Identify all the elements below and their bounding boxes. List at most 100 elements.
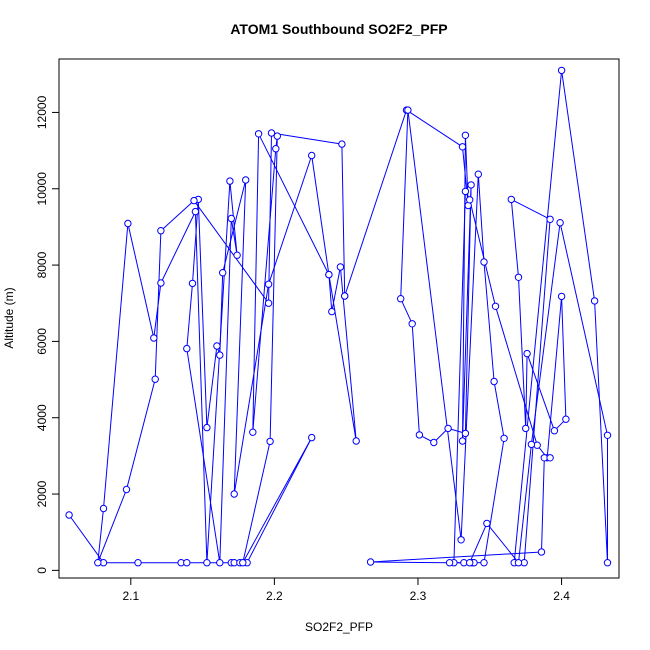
series-segment	[258, 133, 330, 275]
data-point	[546, 454, 554, 462]
series-segment	[154, 230, 162, 380]
series-segment	[518, 444, 532, 563]
data-point	[408, 320, 416, 328]
series-segment	[233, 284, 270, 495]
data-point	[336, 263, 345, 271]
data-point	[213, 342, 221, 350]
data-point	[338, 140, 346, 148]
data-point	[264, 280, 273, 288]
series-segment	[242, 441, 271, 563]
series-segment	[268, 132, 272, 304]
data-point	[404, 106, 412, 114]
data-point	[99, 504, 108, 513]
data-point	[203, 559, 211, 567]
series-segment	[341, 144, 346, 297]
data-point	[134, 559, 142, 567]
data-point	[183, 559, 191, 567]
data-point	[219, 269, 227, 277]
series-segment	[469, 523, 488, 563]
data-point	[461, 187, 470, 196]
data-point	[466, 196, 474, 204]
y-tick-label: 4000	[35, 404, 49, 431]
data-point	[191, 207, 200, 216]
series-segment	[97, 508, 104, 563]
series-segment	[370, 561, 450, 564]
data-point	[474, 170, 482, 178]
data-point	[122, 485, 131, 494]
series-segment	[407, 110, 462, 540]
series-segment	[510, 199, 519, 278]
plot-frame	[58, 58, 620, 579]
x-tick-label: 2.2	[266, 589, 283, 603]
data-point	[157, 227, 165, 235]
series-segment	[469, 199, 496, 307]
data-point	[550, 427, 559, 435]
series-segment	[495, 306, 538, 446]
series-points	[65, 66, 612, 567]
data-point	[190, 196, 198, 205]
series-segment	[328, 274, 357, 442]
data-point	[151, 375, 159, 383]
data-point	[397, 295, 405, 303]
series-segment	[561, 296, 567, 420]
data-point	[461, 131, 470, 140]
y-axis: 0 2000 4000 6000 8000 10000 12000	[35, 95, 59, 574]
series-segment	[546, 296, 563, 458]
series-segment	[127, 223, 155, 339]
data-point	[341, 292, 349, 300]
data-point	[603, 559, 612, 567]
data-point	[556, 219, 564, 227]
series-segment	[219, 218, 232, 563]
data-point	[227, 214, 236, 223]
data-point	[557, 292, 566, 301]
series-segment	[561, 70, 596, 301]
data-point	[328, 307, 336, 316]
series-segment	[526, 353, 555, 431]
data-point	[480, 559, 488, 567]
data-point	[272, 145, 280, 153]
data-point	[216, 559, 224, 567]
series-segment	[126, 379, 156, 490]
series-segment	[197, 199, 208, 428]
x-axis: 2.1 2.2 2.3 2.4	[122, 578, 570, 603]
data-point	[603, 431, 612, 439]
x-tick-label: 2.1	[122, 589, 139, 603]
y-tick-label: 10000	[35, 172, 49, 206]
data-point	[267, 129, 276, 137]
series-segment	[462, 135, 466, 442]
series-segment	[541, 457, 545, 553]
data-point	[226, 177, 234, 185]
series-segment	[400, 298, 413, 325]
y-tick-label: 2000	[35, 480, 49, 507]
series-lines	[68, 70, 608, 564]
data-point	[514, 273, 523, 281]
series-segment	[331, 266, 341, 312]
data-point	[514, 559, 523, 567]
data-point	[366, 558, 375, 566]
data-point	[500, 434, 508, 442]
data-point	[458, 143, 467, 151]
data-point	[264, 299, 273, 307]
data-point	[308, 433, 316, 442]
data-point	[490, 377, 498, 386]
series-segment	[268, 155, 313, 285]
data-point	[124, 219, 132, 228]
data-point	[480, 258, 488, 266]
data-point	[188, 279, 197, 288]
data-point	[457, 536, 465, 544]
series-segment	[246, 437, 313, 563]
data-point	[216, 351, 224, 359]
data-point	[537, 548, 546, 556]
data-point	[230, 490, 238, 498]
series-segment	[252, 133, 260, 433]
data-point	[461, 429, 470, 438]
data-point	[65, 511, 73, 519]
series-segment	[477, 174, 485, 263]
series-segment	[193, 200, 270, 304]
data-point	[415, 431, 424, 439]
data-point	[491, 302, 500, 310]
data-point	[266, 437, 274, 446]
data-point	[562, 415, 570, 423]
series-segment	[460, 174, 479, 540]
series-segment	[518, 277, 527, 429]
